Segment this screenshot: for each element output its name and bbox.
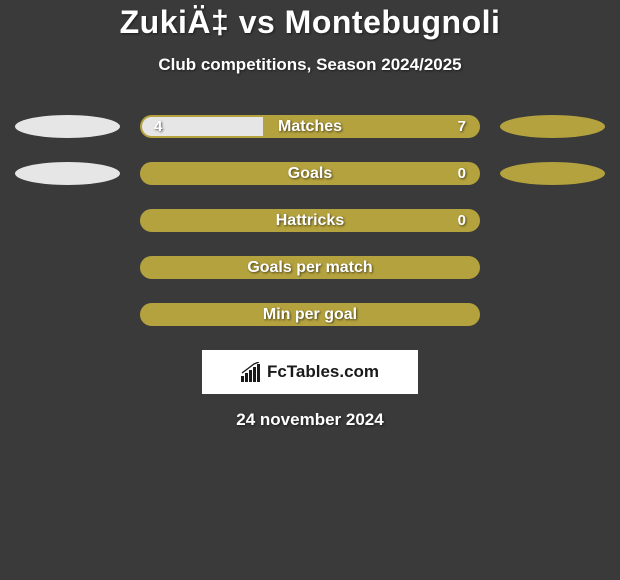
stat-label: Min per goal bbox=[142, 305, 478, 324]
attribution-box[interactable]: FcTables.com bbox=[202, 350, 418, 394]
stat-row: Matches4 7 bbox=[0, 115, 620, 138]
stat-bar: Goals per match bbox=[140, 256, 480, 279]
left-player-marker bbox=[15, 115, 120, 138]
stat-row: Goals0 bbox=[0, 162, 620, 185]
stat-bar: Matches4 7 bbox=[140, 115, 480, 138]
stats-comparison: ZukiÄ‡ vs Montebugnoli Club competitions… bbox=[0, 0, 620, 430]
footer-date: 24 november 2024 bbox=[0, 410, 620, 430]
left-player-marker bbox=[15, 162, 120, 185]
stat-rows: Matches47Goals0Hattricks0Goals per match… bbox=[0, 115, 620, 326]
stat-label: Matches bbox=[142, 117, 478, 136]
stat-right-value: 0 bbox=[458, 211, 466, 230]
stat-label: Hattricks bbox=[142, 211, 478, 230]
stat-row: Min per goal bbox=[0, 303, 620, 326]
page-title: ZukiÄ‡ vs Montebugnoli bbox=[0, 4, 620, 41]
spacer bbox=[15, 303, 120, 326]
stat-row: Hattricks0 bbox=[0, 209, 620, 232]
right-player-marker bbox=[500, 162, 605, 185]
stat-row: Goals per match bbox=[0, 256, 620, 279]
stat-bar: Hattricks0 bbox=[140, 209, 480, 232]
chart-icon bbox=[241, 362, 263, 382]
right-player-marker bbox=[500, 115, 605, 138]
spacer bbox=[15, 256, 120, 279]
spacer bbox=[15, 209, 120, 232]
stat-label: Goals per match bbox=[142, 258, 478, 277]
spacer bbox=[500, 303, 605, 326]
stat-left-value: 4 bbox=[154, 117, 162, 136]
stat-bar: Goals0 bbox=[140, 162, 480, 185]
stat-right-value: 0 bbox=[458, 164, 466, 183]
spacer bbox=[500, 256, 605, 279]
stat-right-value: 7 bbox=[458, 117, 466, 136]
spacer bbox=[500, 209, 605, 232]
stat-label: Goals bbox=[142, 164, 478, 183]
attribution-wrapper: FcTables.com bbox=[0, 350, 620, 394]
page-subtitle: Club competitions, Season 2024/2025 bbox=[0, 55, 620, 75]
stat-bar: Min per goal bbox=[140, 303, 480, 326]
attribution-text: FcTables.com bbox=[267, 362, 379, 382]
